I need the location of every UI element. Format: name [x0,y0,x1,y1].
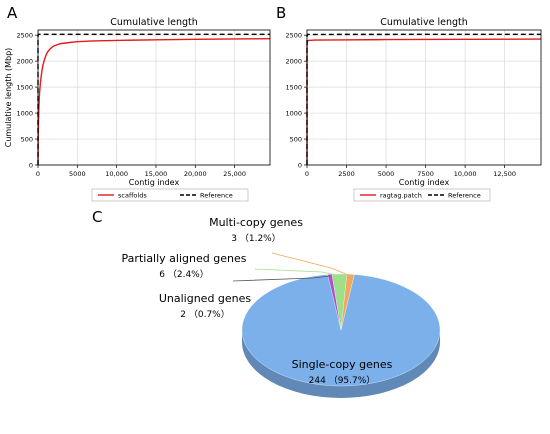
slice-value-2: 6 （2.4%） [159,269,208,280]
y-tick-label: 0 [298,162,302,170]
slice-value-0: 244 （95.7%） [309,375,376,386]
x-tick-label: 12,500 [493,170,516,178]
y-tick-label: 2000 [285,58,302,66]
series-line-0 [37,38,271,166]
y-tick-label: 1500 [16,84,33,92]
x-tick-label: 0 [36,170,40,178]
x-tick-label: 2500 [338,170,355,178]
y-axis-label: Cumulative length (Mbp) [4,48,13,148]
chart-title: Cumulative length [380,17,468,28]
y-tick-label: 1000 [285,110,302,118]
x-tick-label: 20,000 [184,170,207,178]
x-tick-label: 5000 [378,170,395,178]
slice-value-1: 2 （0.7%） [180,309,229,320]
y-tick-label: 2500 [285,32,302,40]
y-tick-label: 2500 [16,32,33,40]
slice-label-2: Partially aligned genes [122,252,247,265]
callout-line-1 [232,275,331,282]
legend: scaffolds Reference [91,188,249,202]
plot-frame [306,29,542,166]
legend: ragtag.patch Reference [353,188,491,202]
panel-label: C [92,208,102,226]
x-tick-label: 10,000 [105,170,128,178]
panel-c: C Single-copy genes 244 （95.7%） Unaligned g… [92,208,441,398]
x-axis-label: Contig index [129,178,180,187]
legend-box [91,188,249,202]
panel-label: A [7,4,18,22]
y-tick-label: 500 [290,136,302,144]
slice-label-3: Multi-copy genes [209,216,303,229]
x-tick-label: 7500 [417,170,434,178]
series-line-0 [306,38,542,165]
slice-label-1: Unaligned genes [159,292,252,305]
y-tick-label: 0 [29,162,33,170]
x-tick-label: 25,000 [223,170,246,178]
y-tick-label: 500 [21,136,33,144]
legend-label-0: scaffolds [118,192,147,200]
pie-slice-0 [241,274,441,387]
y-tick-label: 1000 [16,110,33,118]
chart-title: Cumulative length [110,17,198,28]
callout-line-2 [254,268,340,277]
y-tick-label: 1500 [285,84,302,92]
pie-wall-0 [242,330,440,398]
x-tick-label: 10,000 [454,170,477,178]
x-tick-label: 15,000 [145,170,168,178]
x-tick-label: 0 [305,170,309,178]
plot-frame [37,29,271,166]
legend-label-0: ragtag.patch [380,192,422,200]
x-axis-label: Contig index [399,178,450,187]
panel-label: B [276,4,286,22]
x-tick-label: 5000 [69,170,86,178]
legend-label-1: Reference [448,192,481,200]
legend-label-1: Reference [200,192,233,200]
legend-box [353,188,491,202]
callout-line-3 [271,252,351,277]
series-line-1 [37,33,270,165]
slice-value-3: 3 （1.2%） [231,233,280,244]
slice-label-0: Single-copy genes [292,358,393,371]
y-tick-label: 2000 [16,58,33,66]
series-line-1 [306,33,542,165]
